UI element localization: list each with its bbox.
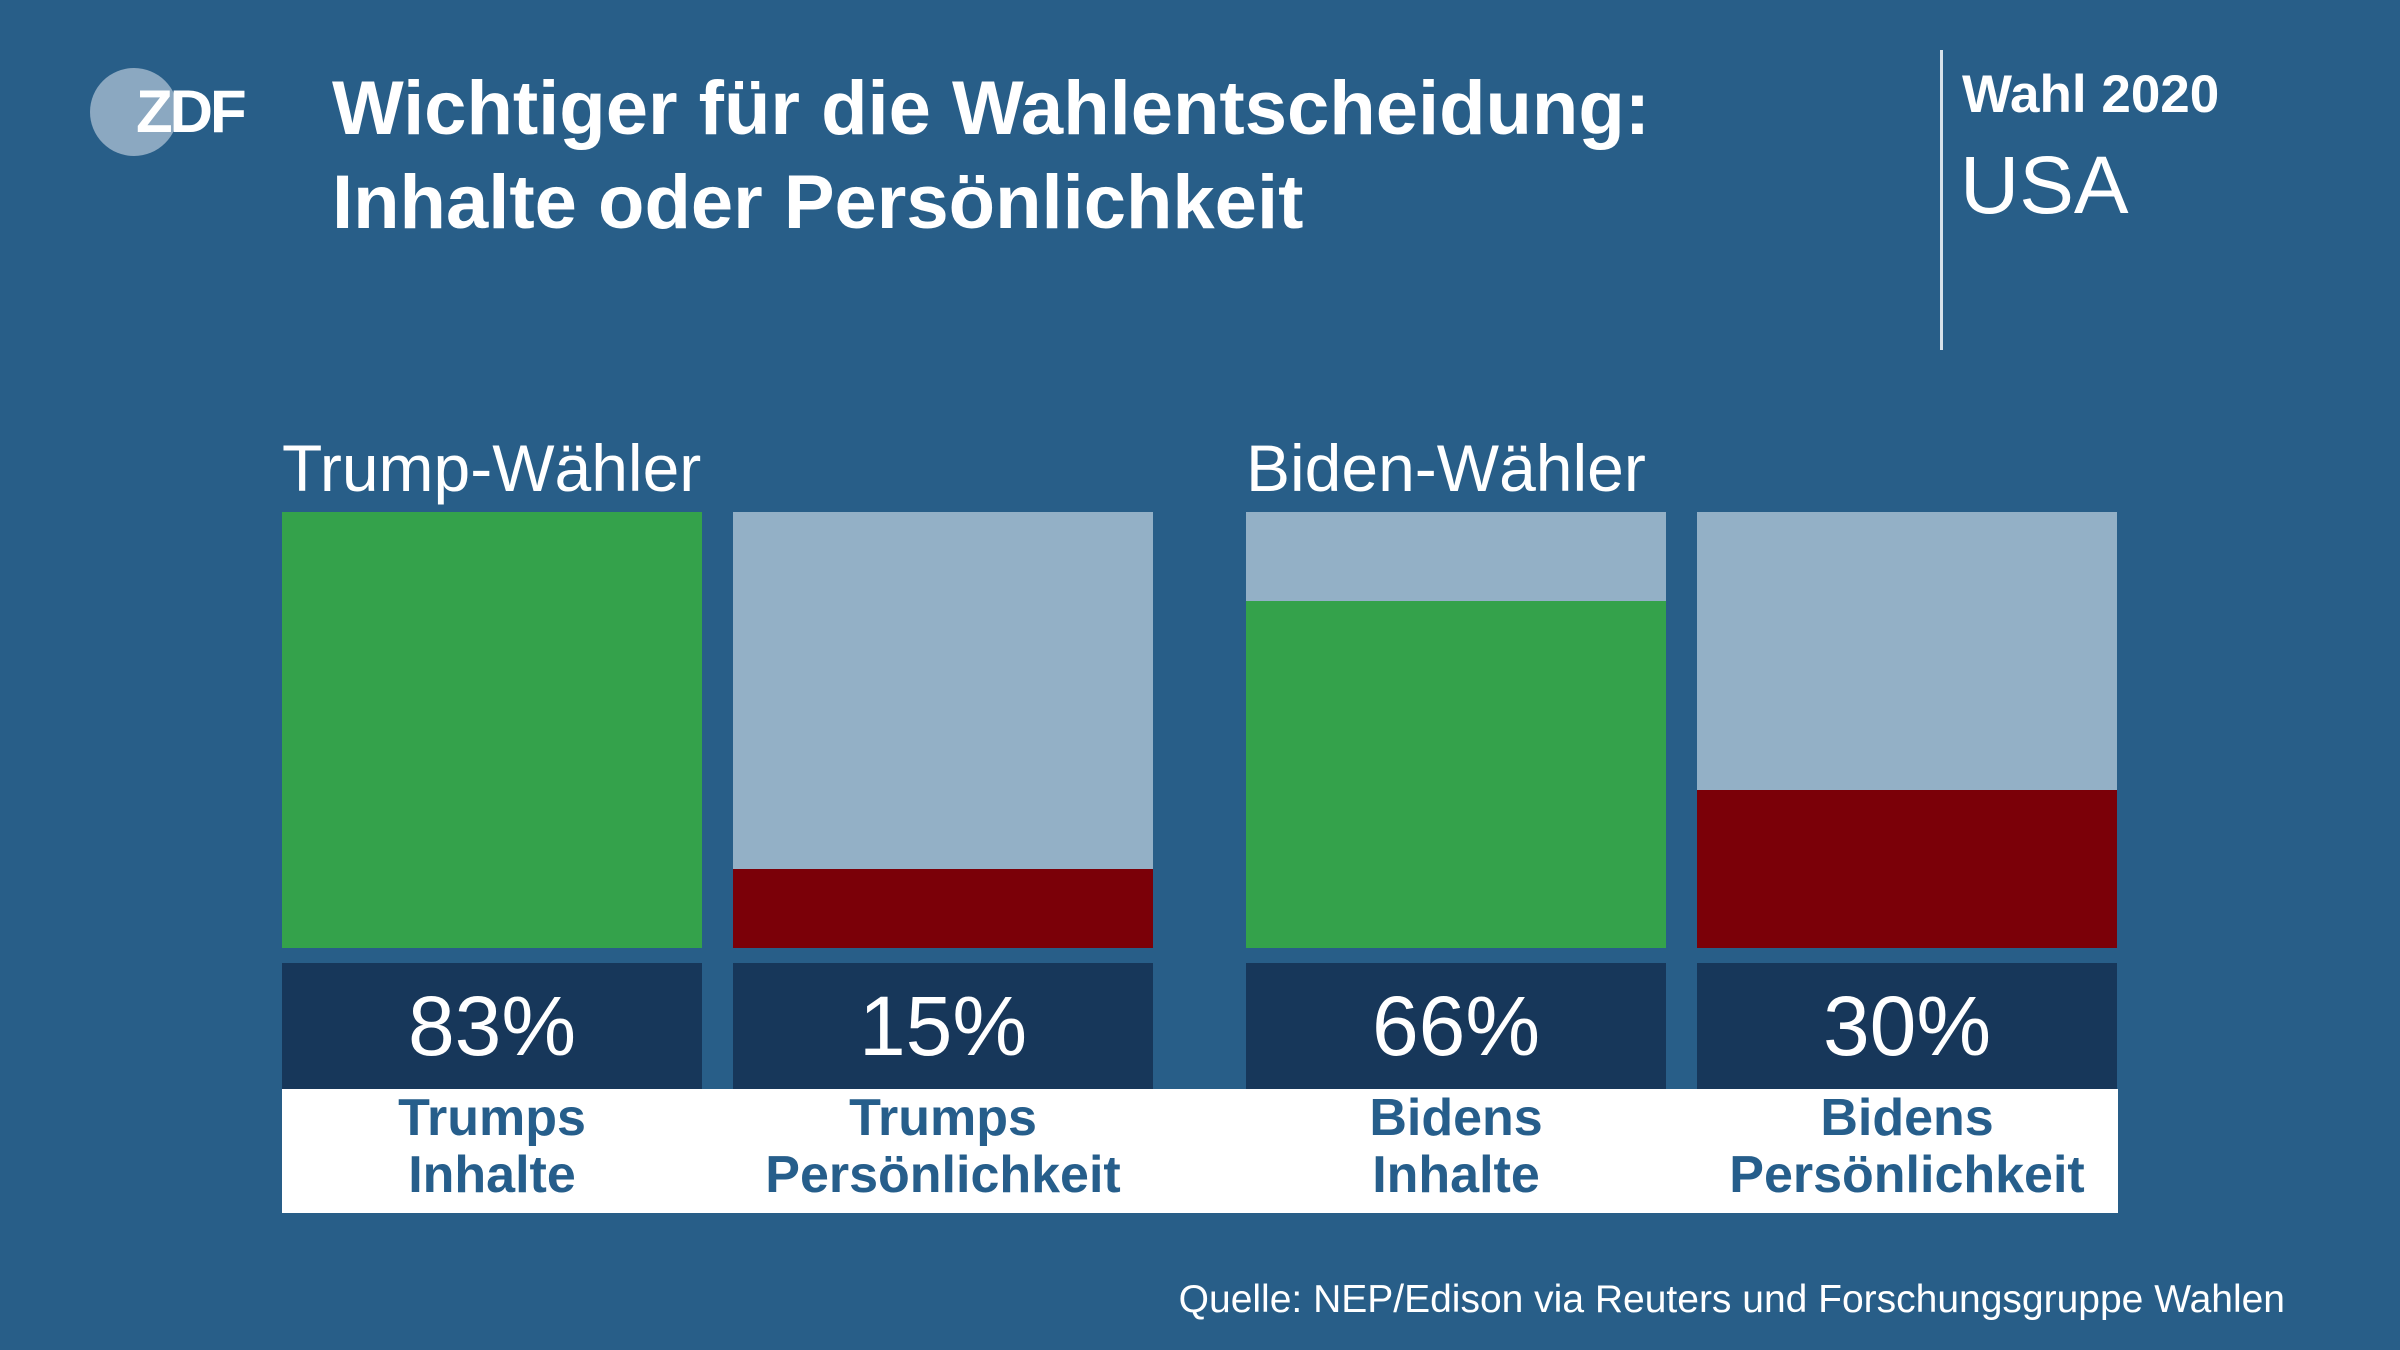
- election-badge-year: Wahl 2020: [1962, 65, 2220, 124]
- bar-biden-persoenlichkeit: [1697, 790, 2117, 948]
- zdf-logo: ZDF: [90, 66, 250, 162]
- category-label-line-2: Persönlichkeit: [1729, 1146, 2085, 1204]
- category-label-line-2: Persönlichkeit: [765, 1146, 1121, 1204]
- source-note: Quelle: NEP/Edison via Reuters und Forsc…: [1178, 1278, 2285, 1321]
- bar-trump-inhalte: [282, 512, 702, 948]
- zdf-logo-circle: [90, 68, 178, 156]
- chart-title-line-2: Inhalte oder Persönlichkeit: [332, 160, 1304, 245]
- group-label-trump: Trump-Wähler: [282, 431, 702, 505]
- category-label-biden-inhalte: Bidens Inhalte: [1246, 1090, 1666, 1204]
- bar-background-biden-inhalte: [1246, 512, 1666, 948]
- category-label-line-2: Inhalte: [408, 1146, 576, 1204]
- category-label-trump-persoenlichkeit: Trumps Persönlichkeit: [733, 1090, 1153, 1204]
- category-label-strip: [282, 1089, 2118, 1213]
- category-label-line-1: Bidens: [1369, 1089, 1543, 1147]
- chart-title: Wichtiger für die Wahlentscheidung: Inha…: [332, 62, 1872, 250]
- category-label-line-2: Inhalte: [1372, 1146, 1540, 1204]
- zdf-logo-text: ZDF: [136, 78, 247, 145]
- category-label-line-1: Trumps: [398, 1089, 586, 1147]
- bar-biden-inhalte: [1246, 601, 1666, 948]
- header-divider: [1940, 50, 1943, 350]
- election-badge-country: USA: [1960, 140, 2129, 231]
- bar-background-trump-inhalte: [282, 512, 702, 948]
- bar-background-biden-persoenlichkeit: [1697, 512, 2117, 948]
- chart-title-line-1: Wichtiger für die Wahlentscheidung:: [332, 66, 1651, 151]
- group-label-biden: Biden-Wähler: [1246, 431, 1646, 505]
- category-label-line-1: Bidens: [1820, 1089, 1994, 1147]
- bar-trump-persoenlichkeit: [733, 869, 1153, 948]
- bar-background-trump-persoenlichkeit: [733, 512, 1153, 948]
- value-label-biden-inhalte: 66%: [1246, 963, 1666, 1089]
- value-label-trump-persoenlichkeit: 15%: [733, 963, 1153, 1089]
- value-label-biden-persoenlichkeit: 30%: [1697, 963, 2117, 1089]
- value-label-trump-inhalte: 83%: [282, 963, 702, 1089]
- category-label-trump-inhalte: Trumps Inhalte: [282, 1090, 702, 1204]
- category-label-line-1: Trumps: [849, 1089, 1037, 1147]
- category-label-biden-persoenlichkeit: Bidens Persönlichkeit: [1697, 1090, 2117, 1204]
